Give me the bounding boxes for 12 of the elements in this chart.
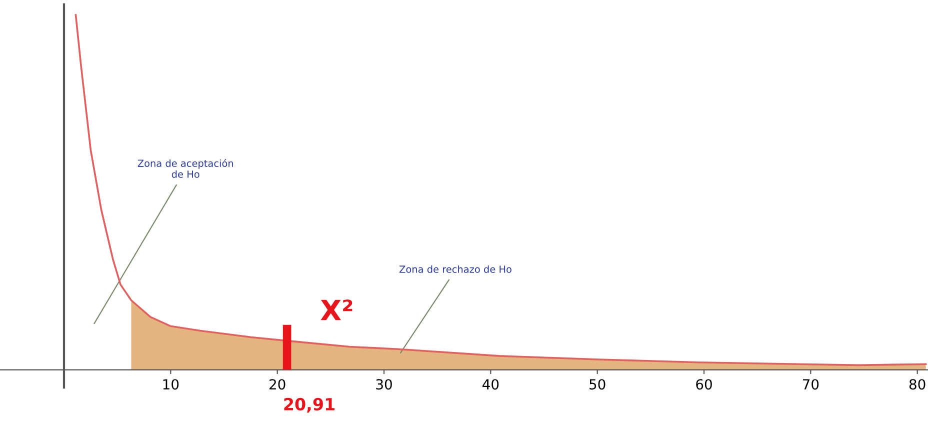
x-tick-label: 40 (482, 379, 499, 390)
annotation: 20,91 (284, 398, 334, 413)
annotation: Zona de aceptación de Ho (138, 159, 233, 178)
annotation: Zona de rechazo de Ho (399, 265, 512, 273)
x-tick-label: 20 (270, 379, 286, 390)
x-tick-label: 10 (163, 379, 179, 390)
x-tick-label: 80 (909, 379, 926, 390)
annotation: X² (320, 300, 352, 320)
x-tick-label: 70 (802, 379, 819, 390)
x-tick-label: 60 (696, 379, 712, 390)
x-tick-label: 30 (376, 379, 392, 390)
x-tick-label: 50 (590, 379, 606, 390)
